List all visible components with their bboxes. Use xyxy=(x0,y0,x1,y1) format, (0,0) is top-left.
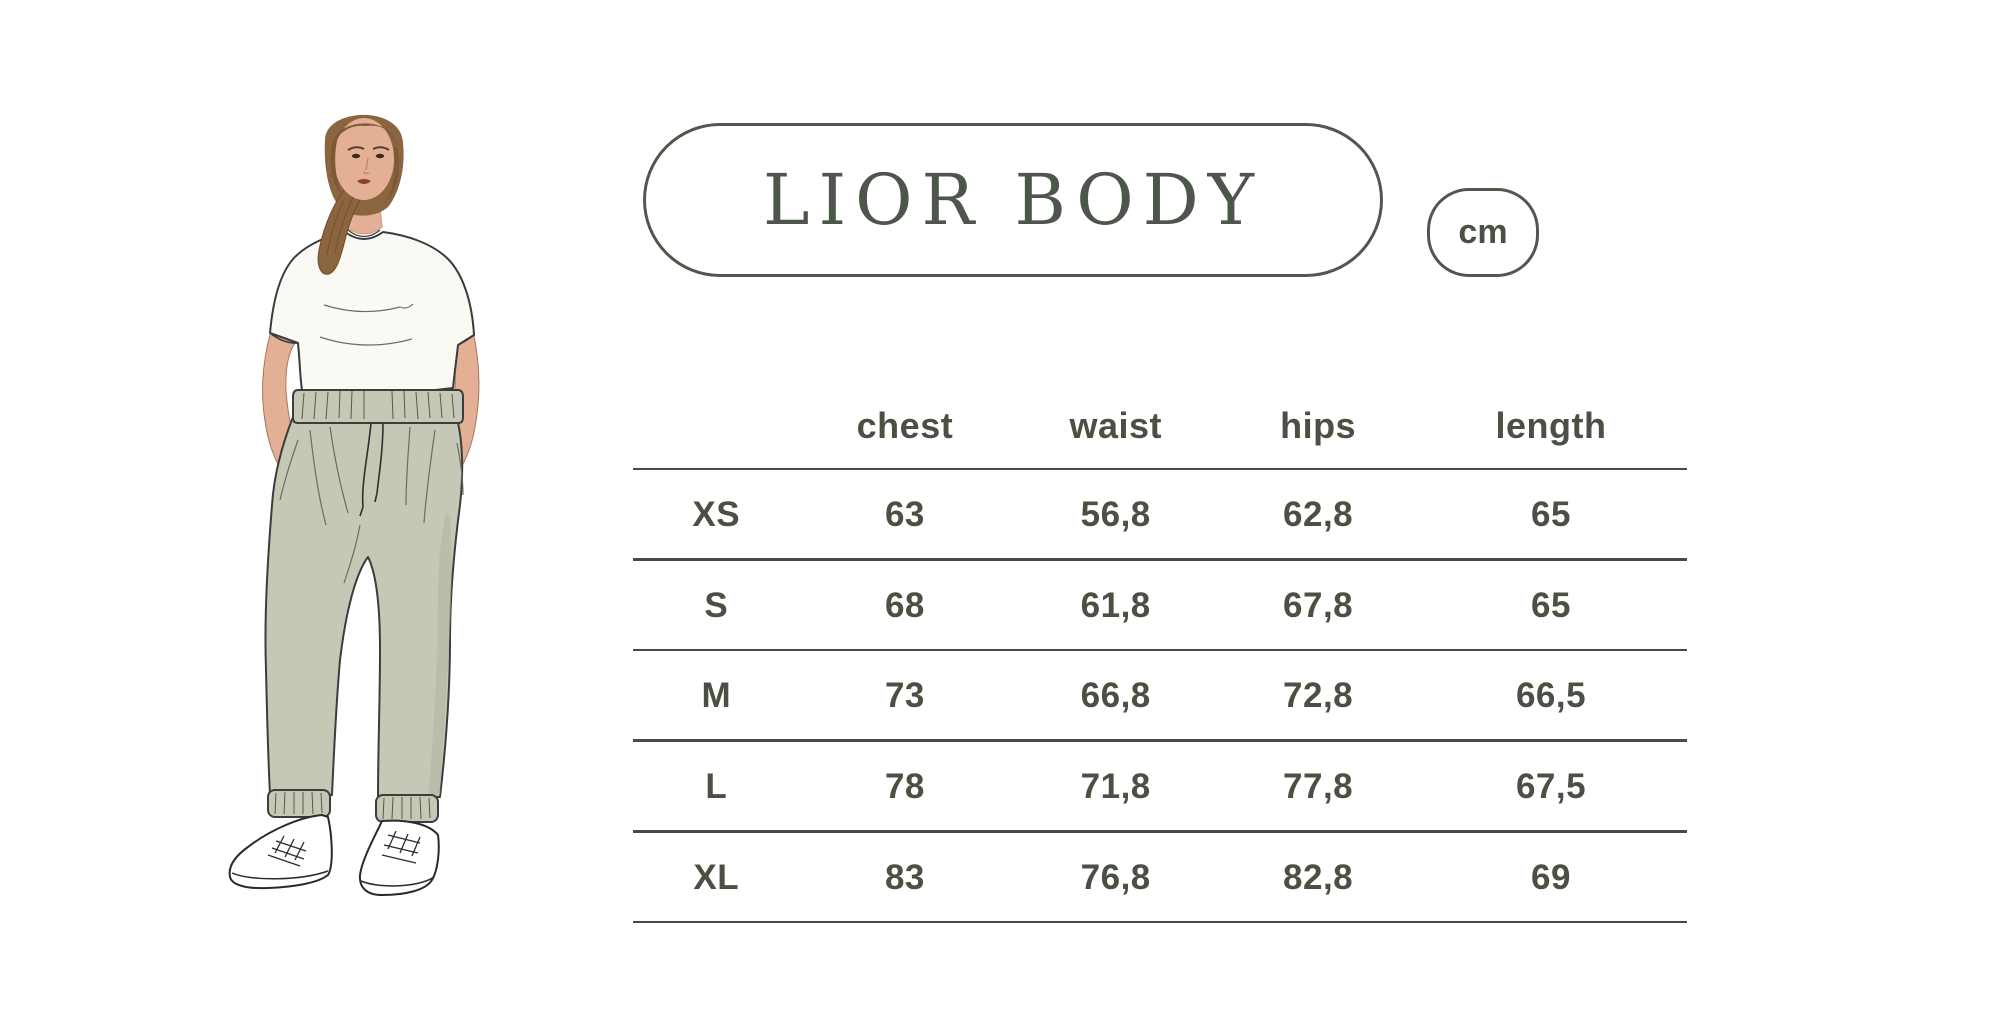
hair-side-right xyxy=(387,147,400,201)
value-hips: 77,8 xyxy=(1283,766,1354,806)
table-row-l: L 78 71,8 77,8 67,5 xyxy=(633,742,1687,833)
right-sneaker-sole-line xyxy=(360,876,435,887)
value-hips: 62,8 xyxy=(1283,494,1354,534)
drawstrings xyxy=(359,422,384,517)
value-hips: 67,8 xyxy=(1283,585,1354,625)
column-header-hips: hips xyxy=(1280,404,1357,446)
column-header-waist: waist xyxy=(1069,404,1162,446)
value-length: 65 xyxy=(1531,585,1571,625)
brand-title: LIOR BODY xyxy=(763,159,1263,241)
size-label: L xyxy=(705,766,728,806)
value-waist: 66,8 xyxy=(1080,675,1151,715)
right-cuff-ribbing xyxy=(382,796,431,820)
value-waist: 71,8 xyxy=(1080,766,1151,806)
value-chest: 83 xyxy=(884,857,925,897)
model-illustration-drawing xyxy=(228,114,480,896)
size-label: M xyxy=(701,675,732,715)
pants-waistband xyxy=(292,389,464,424)
left-cuff xyxy=(267,789,331,818)
collar-inner-line xyxy=(347,229,381,238)
eyebrows xyxy=(347,146,390,151)
size-table: chest waist hips length XS 63 56,8 62,8 … xyxy=(633,383,1687,923)
value-length: 67,5 xyxy=(1515,766,1587,806)
value-waist: 76,8 xyxy=(1080,857,1151,897)
right-sneaker-laces xyxy=(381,830,421,864)
pants-fold-lines xyxy=(279,426,464,584)
value-chest: 73 xyxy=(884,675,925,715)
left-eye xyxy=(351,153,361,159)
value-length: 65 xyxy=(1531,494,1571,534)
value-waist: 61,8 xyxy=(1080,585,1151,625)
table-header-row: chest waist hips length xyxy=(633,383,1687,470)
value-waist: 56,8 xyxy=(1080,494,1151,534)
sleeve-seams xyxy=(269,332,475,346)
nose xyxy=(362,157,370,174)
right-eye xyxy=(375,153,385,159)
value-hips: 82,8 xyxy=(1283,857,1354,897)
unit-badge-label: cm xyxy=(1458,213,1508,251)
table-row-xl: XL 83 76,8 82,8 69 xyxy=(633,833,1687,923)
left-cuff-ribbing xyxy=(274,791,323,815)
value-length: 69 xyxy=(1531,857,1571,897)
waistband-ribbing xyxy=(301,390,455,420)
size-label: XL xyxy=(693,857,740,897)
pants-shading xyxy=(428,513,452,795)
unit-badge: cm xyxy=(1427,188,1539,277)
model-illustration xyxy=(210,95,490,910)
value-chest: 63 xyxy=(884,494,925,534)
value-chest: 78 xyxy=(884,766,925,806)
brand-title-pill: LIOR BODY xyxy=(643,123,1383,277)
tshirt xyxy=(269,231,475,395)
table-row-xs: XS 63 56,8 62,8 65 xyxy=(633,470,1687,561)
ponytail xyxy=(317,182,373,275)
hair-side-left xyxy=(330,141,343,197)
size-label: XS xyxy=(692,494,741,534)
table-row-s: S 68 61,8 67,8 65 xyxy=(633,561,1687,651)
value-hips: 72,8 xyxy=(1283,675,1354,715)
size-label: S xyxy=(704,585,729,625)
table-row-m: M 73 66,8 72,8 66,5 xyxy=(633,651,1687,742)
left-sneaker-sole-line xyxy=(231,870,329,880)
left-sneaker-laces xyxy=(267,835,307,867)
lips xyxy=(357,179,371,184)
column-header-chest: chest xyxy=(856,404,954,446)
face xyxy=(334,118,394,200)
value-length: 66,5 xyxy=(1515,675,1587,715)
column-header-length: length xyxy=(1495,404,1607,446)
chest-seams xyxy=(319,303,414,346)
ponytail-strands xyxy=(326,192,356,256)
value-chest: 68 xyxy=(884,585,925,625)
